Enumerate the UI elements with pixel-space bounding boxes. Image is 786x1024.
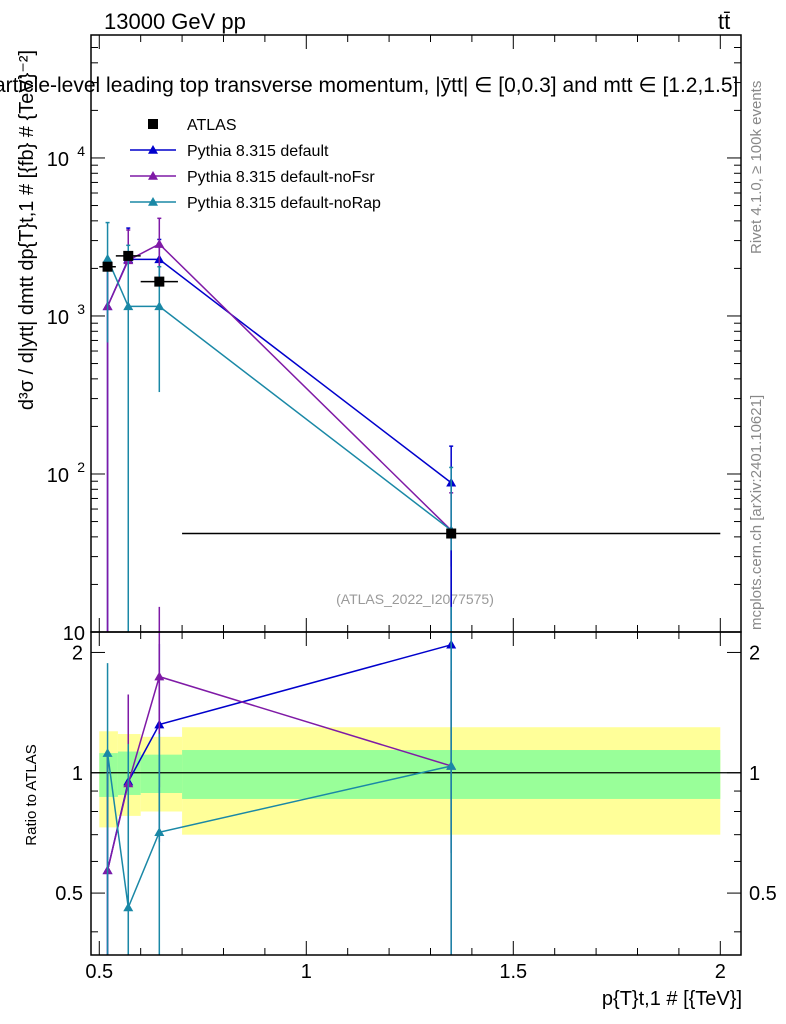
ratio-point-2-0 (102, 748, 113, 757)
rivet-version-label: Rivet 4.1.0, ≥ 100k events (748, 81, 765, 254)
main-series-line-3 (106, 258, 452, 531)
mcplots-label: mcplots.cern.ch [arXiv:2401.10621] (748, 395, 765, 630)
main-y-tick-label: 10 (47, 149, 69, 171)
ratio-y-tick-label-right: 2 (749, 642, 760, 664)
legend-label-2: Pythia 8.315 default-noFsr (187, 169, 375, 186)
legend-label-3: Pythia 8.315 default-noRap (187, 195, 381, 212)
legend-marker-atlas (148, 119, 158, 129)
analysis-watermark: (ATLAS_2022_I2077575) (336, 591, 494, 607)
legend: ATLAS Pythia 8.315 default Pythia 8.315 de… (130, 117, 381, 212)
main-series-1 (102, 227, 457, 632)
band-inner-0 (99, 753, 118, 797)
energy-label: 13000 GeV pp (104, 9, 246, 34)
legend-marker-1 (148, 145, 158, 154)
main-y-tick-label: 10 (47, 465, 69, 487)
ratio-y-axis-title: Ratio to ATLAS (23, 744, 40, 845)
main-point-2-2 (154, 239, 165, 248)
band-inner-2 (140, 754, 183, 793)
ratio-frame (90, 631, 742, 956)
x-axis-title: p{T}t,1 # [{TeV}] (602, 988, 742, 1010)
x-tick-label: 1.5 (499, 961, 527, 983)
process-label: tt̄ (718, 9, 730, 34)
main-y-tick-exp: 2 (77, 459, 85, 475)
main-y-tick-label: 10 (47, 307, 69, 329)
main-y-axis-title: d³σ / d|ytt| dmtt dp{T}t,1 # [{fb} # {Te… (16, 50, 38, 410)
main-title: Particle-level leading top transverse mo… (0, 74, 738, 97)
ratio-y-tick-label-right: 0.5 (749, 883, 777, 905)
ratio-y-tick-label-right: 1 (749, 763, 760, 785)
uncertainty-bands (99, 727, 721, 835)
main-point-3-0 (102, 253, 113, 263)
ratio-point-2-3 (446, 760, 457, 770)
x-tick-label: 1 (301, 961, 312, 983)
ratio-y-tick-label: 1 (72, 763, 83, 785)
atlas-point-0 (102, 261, 113, 272)
ratio-y-tick-label: 0.5 (55, 883, 83, 905)
ratio-point-2-1 (123, 902, 134, 912)
legend-label-0: ATLAS (187, 117, 237, 134)
main-y-tick-label: 10 (63, 623, 85, 645)
atlas-point-3 (446, 528, 457, 539)
ratio-y-tick-label: 2 (72, 642, 83, 664)
ratio-series-2 (102, 606, 457, 955)
legend-marker-2 (148, 171, 158, 180)
data-marks (91, 217, 741, 955)
legend-marker-3 (148, 197, 158, 206)
legend-label-1: Pythia 8.315 default (187, 143, 329, 160)
ratio-point-2-2 (154, 827, 165, 836)
main-point-3-2 (154, 301, 165, 311)
main-point-3-1 (123, 301, 134, 311)
main-series-atlas (99, 250, 721, 539)
x-tick-label: 2 (715, 961, 726, 983)
main-y-tick-exp: 3 (77, 301, 85, 317)
atlas-point-2 (154, 276, 165, 287)
ratio-point-1-2 (154, 671, 165, 681)
atlas-point-1 (123, 250, 134, 261)
x-tick-label: 0.5 (85, 961, 113, 983)
main-y-tick-exp: 4 (77, 143, 85, 159)
ratio-series-line-2 (106, 752, 452, 911)
